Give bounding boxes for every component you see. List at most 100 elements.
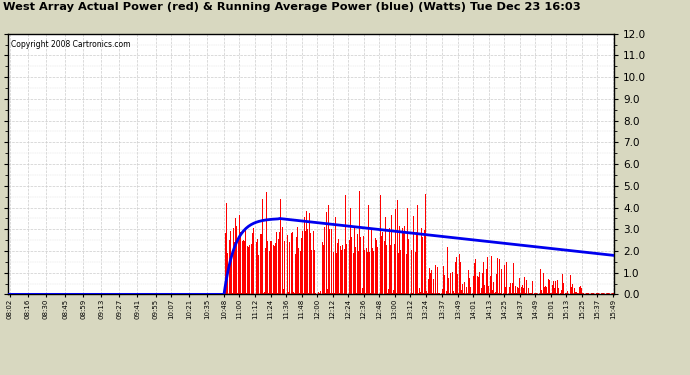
Bar (483, 262, 484, 294)
Bar (266, 192, 267, 294)
Bar (438, 293, 439, 294)
Bar (511, 283, 513, 294)
Bar (322, 242, 323, 294)
Bar (395, 209, 396, 294)
Bar (475, 259, 476, 294)
Text: Copyright 2008 Cartronics.com: Copyright 2008 Cartronics.com (11, 40, 131, 49)
Bar (544, 287, 545, 294)
Text: West Array Actual Power (red) & Running Average Power (blue) (Watts) Tue Dec 23 : West Array Actual Power (red) & Running … (3, 2, 581, 12)
Bar (274, 246, 275, 294)
Bar (448, 278, 449, 294)
Bar (480, 288, 482, 294)
Bar (328, 206, 329, 294)
Bar (314, 250, 315, 294)
Bar (331, 229, 332, 294)
Bar (570, 276, 571, 294)
Bar (249, 244, 250, 294)
Bar (505, 286, 506, 294)
Bar (389, 228, 390, 294)
Bar (572, 284, 573, 294)
Bar (367, 252, 368, 294)
Bar (416, 232, 417, 294)
Bar (239, 214, 240, 294)
Bar (339, 246, 341, 294)
Bar (230, 231, 231, 294)
Bar (292, 232, 293, 294)
Bar (380, 195, 381, 294)
Bar (270, 241, 271, 294)
Bar (567, 291, 568, 294)
Bar (429, 268, 430, 294)
Bar (473, 276, 474, 294)
Bar (318, 292, 319, 294)
Bar (471, 269, 473, 294)
Bar (363, 236, 364, 294)
Bar (341, 251, 342, 294)
Bar (308, 213, 310, 294)
Bar (551, 285, 553, 294)
Bar (241, 241, 243, 294)
Bar (381, 236, 382, 294)
Bar (359, 191, 360, 294)
Bar (377, 248, 378, 294)
Bar (491, 256, 492, 294)
Bar (299, 251, 301, 294)
Bar (504, 265, 505, 294)
Bar (533, 283, 535, 294)
Bar (256, 242, 257, 294)
Bar (462, 284, 464, 294)
Bar (349, 240, 350, 294)
Bar (542, 273, 544, 294)
Bar (509, 287, 510, 294)
Bar (431, 270, 433, 294)
Bar (515, 286, 516, 294)
Bar (310, 233, 311, 294)
Bar (342, 244, 344, 294)
Bar (296, 237, 297, 294)
Bar (413, 216, 415, 294)
Bar (360, 237, 362, 294)
Bar (468, 270, 469, 294)
Bar (563, 283, 564, 294)
Bar (521, 287, 522, 294)
Bar (546, 287, 547, 294)
Bar (261, 234, 262, 294)
Bar (382, 232, 384, 294)
Bar (447, 247, 448, 294)
Bar (553, 281, 554, 294)
Bar (279, 232, 280, 294)
Bar (440, 264, 442, 294)
Bar (421, 228, 422, 294)
Bar (234, 242, 235, 294)
Bar (410, 252, 411, 294)
Bar (271, 240, 273, 294)
Bar (425, 194, 426, 294)
Bar (225, 233, 226, 294)
Bar (231, 253, 233, 294)
Bar (373, 251, 374, 294)
Bar (452, 272, 453, 294)
Bar (248, 247, 249, 294)
Bar (555, 281, 556, 294)
Bar (433, 279, 434, 294)
Bar (358, 251, 359, 294)
Bar (501, 269, 502, 294)
Bar (250, 244, 252, 294)
Bar (238, 238, 239, 294)
Bar (362, 288, 363, 294)
Bar (548, 279, 549, 294)
Bar (430, 273, 431, 294)
Bar (561, 290, 562, 294)
Bar (324, 226, 325, 294)
Bar (372, 248, 373, 294)
Bar (408, 239, 409, 294)
Bar (499, 258, 500, 294)
Bar (354, 226, 355, 294)
Bar (523, 288, 524, 294)
Bar (258, 255, 259, 294)
Bar (323, 245, 324, 294)
Bar (482, 273, 483, 294)
Bar (487, 257, 488, 294)
Bar (287, 235, 288, 294)
Bar (253, 228, 254, 294)
